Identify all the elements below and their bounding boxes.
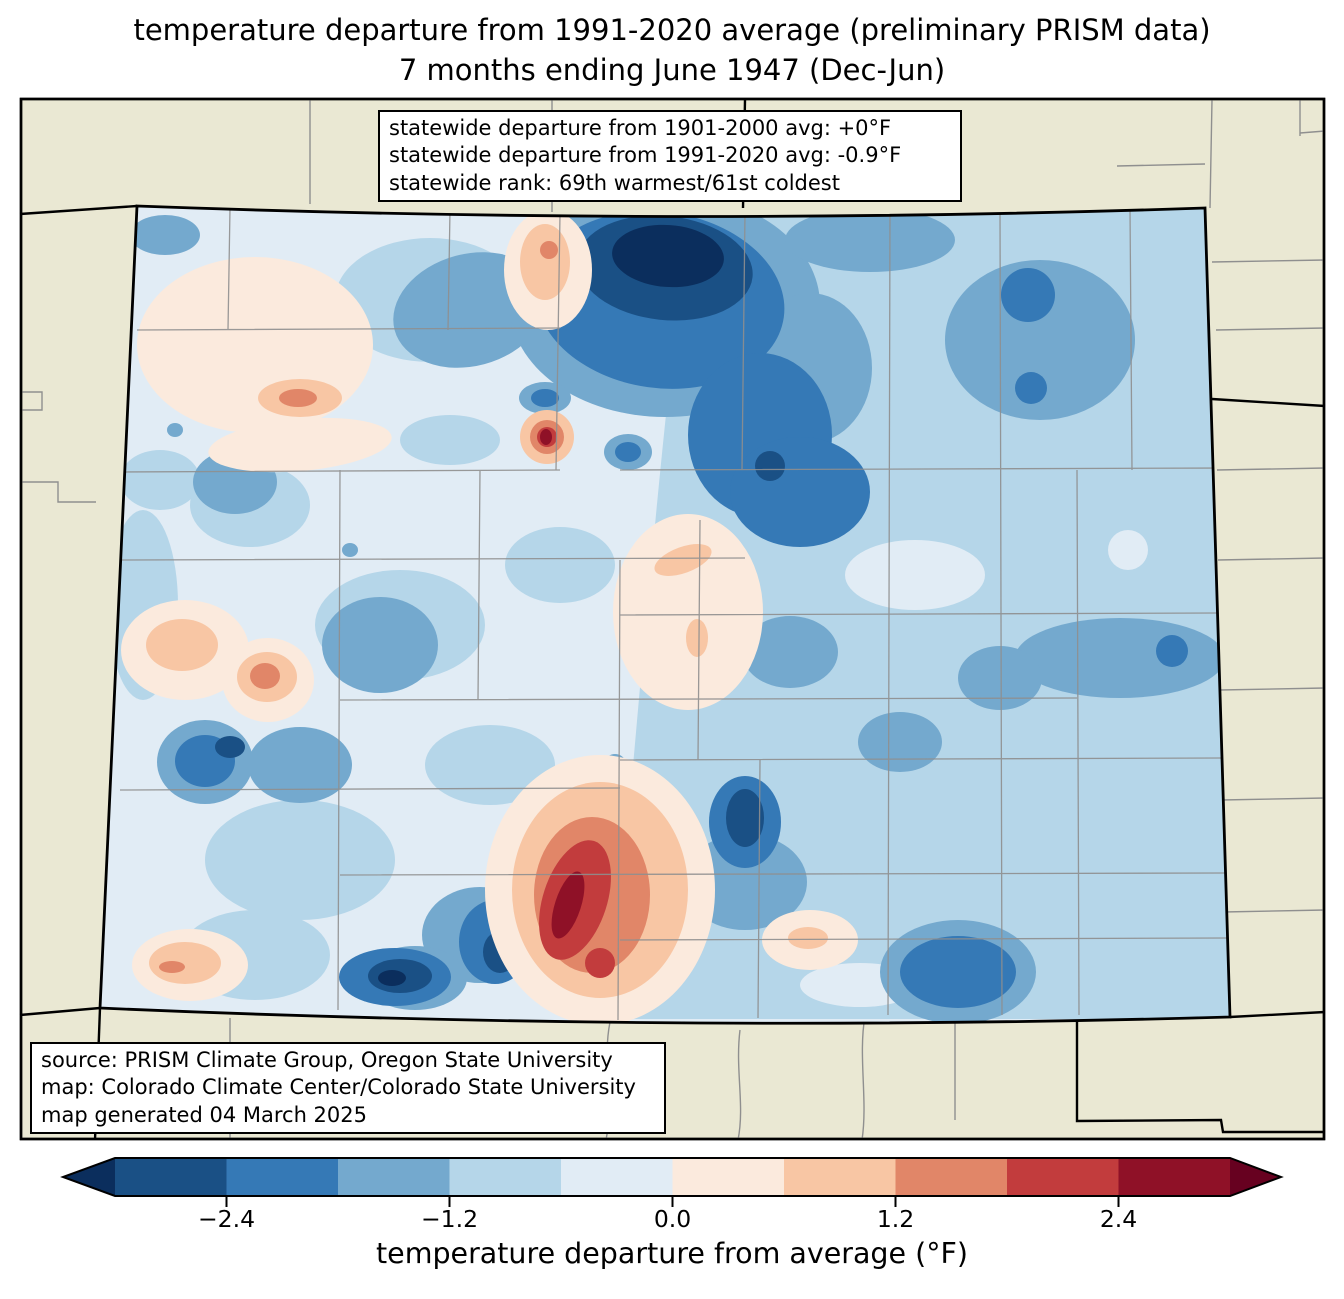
contour-blob: [845, 540, 985, 610]
contour-blob: [858, 712, 942, 772]
title-line-1: temperature departure from 1991-2020 ave…: [133, 13, 1211, 47]
colorbar-tick-label: 1.2: [876, 1205, 915, 1233]
contour-blob: [130, 215, 200, 255]
contour-blob: [205, 800, 395, 920]
source-line-3: map generated 04 March 2025: [41, 1102, 368, 1127]
contour-blob: [1108, 530, 1148, 570]
contour-blob: [613, 514, 763, 710]
state-line: [1229, 1010, 1326, 1019]
colorbar-over-arrow: [1230, 1158, 1281, 1196]
contour-blob: [742, 616, 838, 688]
colorbar-under-arrow: [63, 1158, 115, 1196]
contour-blob: [250, 663, 280, 689]
state-line: [1211, 397, 1326, 408]
colorbar-segment: [784, 1158, 897, 1196]
state-line: [1075, 1017, 1325, 1134]
colorbar-tick-label: −2.4: [197, 1205, 256, 1233]
contour-blob: [159, 961, 185, 973]
contour-blob: [520, 224, 570, 300]
contour-blob: [425, 725, 555, 805]
colorbar-tick-label: 2.4: [1099, 1205, 1138, 1233]
source-line-2: map: Colorado Climate Center/Colorado St…: [41, 1075, 636, 1100]
colorbar-segment: [338, 1158, 451, 1196]
county-line: [1211, 259, 1326, 913]
county-line: [117, 327, 1230, 701]
colorbar-segment: [226, 1158, 339, 1196]
contour-blob: [730, 437, 870, 547]
contour-blob: [686, 619, 708, 657]
contour-blob: [726, 789, 764, 847]
contour-blob: [788, 927, 828, 949]
county-line: [119, 757, 1229, 941]
state-line: [19, 204, 138, 216]
contour-blob: [167, 423, 183, 437]
source-line-1: source: PRISM Climate Group, Oregon Stat…: [41, 1048, 613, 1072]
contour-blob: [322, 597, 438, 693]
county-lines-colorado: [117, 207, 1230, 1021]
contour-blob: [1015, 618, 1225, 698]
contour-blob: [342, 543, 358, 557]
contour-blob: [551, 871, 585, 939]
colorbar-segment: [1007, 1158, 1120, 1196]
contour-blob: [137, 257, 373, 433]
stats-line-1: statewide departure from 1901-2000 avg: …: [389, 116, 892, 140]
contour-blob: [900, 936, 1016, 1008]
contour-field: [100, 206, 1230, 1024]
contour-blob: [1015, 372, 1047, 404]
colorbar-segment: [449, 1158, 562, 1196]
colorbar-segment: [1118, 1158, 1230, 1196]
contour-blob: [958, 646, 1042, 710]
contour-blob: [654, 544, 712, 576]
colorbar-tick-label: −1.2: [420, 1205, 479, 1233]
county-line: [337, 469, 1080, 1021]
contour-blob: [540, 241, 558, 259]
stats-line-3: statewide rank: 69th warmest/61st coldes…: [389, 170, 840, 195]
source-attribution-box: source: PRISM Climate Group, Oregon Stat…: [30, 1042, 666, 1134]
colorbar-tick-marks: [225, 1196, 1120, 1207]
contour-blob: [149, 942, 221, 984]
state-line: [19, 1006, 101, 1017]
contour-blob: [1156, 635, 1188, 667]
contour-blob: [540, 429, 552, 445]
title-line-2: 7 months ending June 1947 (Dec-Jun): [398, 53, 946, 88]
contour-blob: [208, 417, 392, 473]
contour-blob: [215, 736, 245, 758]
statewide-stats-box: statewide departure from 1901-2000 avg: …: [378, 110, 962, 202]
contour-blob: [945, 260, 1135, 420]
colorbar-segment: [115, 1158, 228, 1196]
colorbar-segment: [561, 1158, 674, 1196]
colorbar-outline: [60, 1157, 1284, 1197]
contour-blob: [1001, 268, 1055, 322]
contour-blob: [785, 208, 955, 272]
colorbar-segment: [672, 1158, 785, 1196]
contour-blob: [505, 527, 615, 603]
county-line: [1116, 99, 1326, 209]
contour-blob: [279, 389, 317, 407]
colorbar-tick-label: 0.0: [653, 1205, 692, 1233]
map-frame-border: [19, 97, 1326, 1141]
contour-blob: [120, 450, 200, 510]
contour-blob: [378, 970, 406, 986]
stats-line-2: statewide departure from 1991-2020 avg: …: [389, 143, 902, 168]
colorbar-segment: [895, 1158, 1008, 1196]
colorado-state-border: [98, 204, 1232, 1025]
contour-blob: [146, 619, 218, 671]
contour-blob: [755, 451, 785, 481]
figure-title: temperature departure from 1991-2020 ave…: [0, 10, 1344, 90]
county-line: [20, 391, 96, 503]
colorbar: [60, 1157, 1284, 1207]
contour-blob: [531, 389, 559, 407]
county-line: [227, 207, 1133, 1016]
contour-blob: [615, 442, 641, 462]
contour-blob: [612, 224, 724, 288]
contour-blob: [248, 727, 352, 803]
colorbar-axis-label: temperature departure from average (°F): [375, 1237, 968, 1270]
contour-blob: [585, 948, 615, 978]
contour-blob: [400, 415, 500, 465]
